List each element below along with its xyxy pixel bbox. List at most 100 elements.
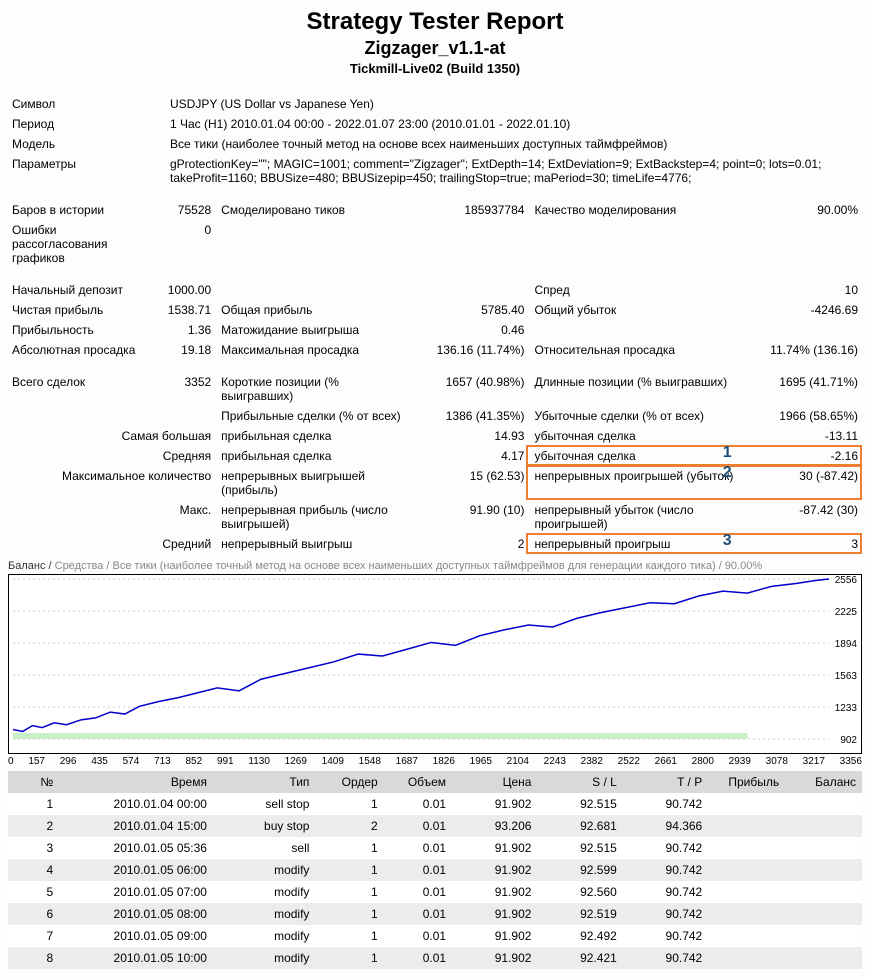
deals-table: Всего сделок3352Короткие позиции (% выиг… [8,372,862,554]
trades-cell: 90.742 [623,925,708,947]
ticks-value: 185937784 [417,200,528,220]
trades-cell: 2010.01.05 05:36 [59,837,213,859]
trades-table: №ВремяТипОрдерОбъемЦенаS / LT / PПрибыль… [8,771,862,969]
stat-label: Начальный депозит [8,280,139,300]
trades-cell: 2010.01.04 00:00 [59,793,213,815]
balance-chart: 25562225189415631233902 [8,574,862,754]
trades-header: Прибыль [708,771,785,793]
stat-label: Максимальная просадка [215,340,417,360]
trades-cell [785,881,862,903]
deal-label: непрерывных выигрышей (прибыль) [215,466,417,500]
deal-value: -2.16 [751,446,862,466]
trades-cell [708,793,785,815]
stat-value: 11.74% (136.16) [751,340,862,360]
trades-cell: 91.902 [452,881,537,903]
svg-text:1563: 1563 [835,671,858,682]
trades-cell: 92.492 [537,925,622,947]
trades-cell: sell [213,837,315,859]
xtick: 2522 [618,756,640,767]
trades-cell: 1 [315,947,383,969]
trades-cell [785,925,862,947]
stat-label: Спред [528,280,750,300]
bars-label: Баров в истории [8,200,139,220]
trades-header: Баланс [785,771,862,793]
deal-rightlabel: Максимальное количество [8,466,215,500]
trades-cell [785,903,862,925]
deal-label: Всего сделок [8,372,139,406]
stat-value [751,320,862,340]
trades-cell: 0.01 [384,815,452,837]
info-label: Модель [8,134,138,154]
table-row: 42010.01.05 06:00modify10.0191.90292.599… [8,859,862,881]
xtick: 852 [186,756,203,767]
bars-table: Баров в истории 75528 Смоделировано тико… [8,200,862,268]
info-label: Параметры [8,154,138,188]
deal-value: 2 [417,534,528,554]
trades-cell: 92.421 [537,947,622,969]
trades-cell: 90.742 [623,881,708,903]
trades-cell: modify [213,881,315,903]
trades-cell: 92.560 [537,881,622,903]
stat-value: 1538.71 [139,300,215,320]
trades-cell: 1 [315,903,383,925]
trades-cell: 1 [315,837,383,859]
xtick: 574 [123,756,140,767]
deal-rightlabel: Средний [8,534,215,554]
mismatch-label: Ошибки рассогласования графиков [8,220,139,268]
svg-text:2225: 2225 [835,607,858,618]
stat-label: Матожидание выигрыша [215,320,417,340]
stat-label: Общая прибыль [215,300,417,320]
deal-label [8,406,139,426]
broker-info: Tickmill-Live02 (Build 1350) [8,61,862,76]
deal-label: Убыточные сделки (% от всех) [528,406,750,426]
statistics-table: Начальный депозит 1000.00 Спред 10Чистая… [8,280,862,360]
xtick: 2104 [507,756,529,767]
trades-cell: 92.519 [537,903,622,925]
xtick: 2382 [581,756,603,767]
trades-cell: 90.742 [623,793,708,815]
trades-cell: modify [213,947,315,969]
deal-value: -13.11 [751,426,862,446]
trades-cell: 1 [315,925,383,947]
trades-cell: 92.515 [537,837,622,859]
trades-cell: 91.902 [452,925,537,947]
trades-cell: 91.902 [452,947,537,969]
quality-label: Качество моделирования [528,200,750,220]
stat-value: -4246.69 [751,300,862,320]
report-header: Strategy Tester Report Zigzager_v1.1-at … [8,8,862,76]
xtick: 1269 [285,756,307,767]
stat-value: 10 [751,280,862,300]
xtick: 2939 [729,756,751,767]
trades-cell: 0.01 [384,837,452,859]
trades-cell: 1 [315,793,383,815]
trades-cell: modify [213,903,315,925]
stat-label [215,280,417,300]
deal-label: Короткие позиции (% выигравших) [215,372,417,406]
deal-value: 1695 (41.71%) [751,372,862,406]
trades-cell [708,881,785,903]
trades-header: T / P [623,771,708,793]
svg-text:1894: 1894 [835,639,858,650]
trades-header: Тип [213,771,315,793]
trades-cell [785,815,862,837]
trades-header: Цена [452,771,537,793]
trades-header: S / L [537,771,622,793]
trades-cell [708,859,785,881]
deal-label: непрерывный проигрыш [528,534,750,554]
trades-cell: 2010.01.05 06:00 [59,859,213,881]
trades-cell: 90.742 [623,837,708,859]
trades-cell: 0.01 [384,859,452,881]
page-title: Strategy Tester Report [8,8,862,36]
trades-cell: modify [213,925,315,947]
stat-label: Относительная просадка [528,340,750,360]
table-row: 82010.01.05 10:00modify10.0191.90292.421… [8,947,862,969]
deal-label: прибыльная сделка [215,426,417,446]
stat-value: 1.36 [139,320,215,340]
deal-value: 3352 [139,372,215,406]
trades-cell [708,947,785,969]
trades-cell [708,925,785,947]
stat-label: Общий убыток [528,300,750,320]
svg-text:902: 902 [840,735,857,746]
info-value: Все тики (наиболее точный метод на основ… [138,134,862,154]
trades-cell: 91.902 [452,903,537,925]
